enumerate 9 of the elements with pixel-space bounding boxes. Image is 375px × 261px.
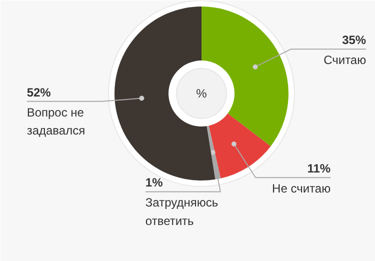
data-label: 35%: [342, 33, 366, 48]
slice-label: Не считаю: [272, 182, 331, 196]
slice-label: Вопрос не задавался: [26, 105, 86, 138]
data-label: 52%: [26, 85, 52, 100]
text: %: [196, 86, 208, 100]
data-label: 1%: [145, 176, 164, 190]
data-label: 11%: [307, 162, 331, 176]
slice-label: Затрудняюсь ответить: [145, 196, 218, 228]
slice-label: Считаю: [324, 53, 366, 68]
